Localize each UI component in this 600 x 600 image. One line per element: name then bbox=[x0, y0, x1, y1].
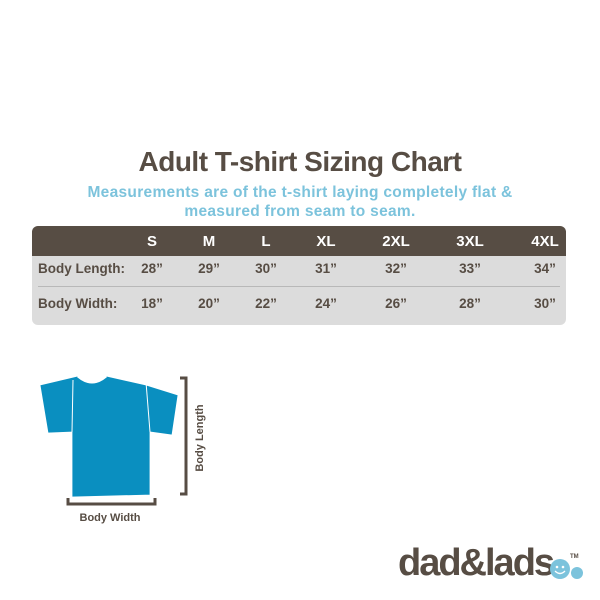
page-title: Adult T-shirt Sizing Chart bbox=[138, 146, 463, 177]
length-bracket bbox=[180, 376, 188, 496]
table-cell: 34” bbox=[534, 261, 556, 276]
row-label: Body Length: bbox=[38, 261, 125, 276]
table-cell: 31” bbox=[315, 261, 337, 276]
row-divider bbox=[38, 286, 560, 287]
table-cell: 24” bbox=[315, 296, 337, 311]
size-table: S M L XL 2XL 3XL 4XL Body Length: 28” 29” 30” 31” 3… bbox=[32, 226, 566, 325]
table-cell: 30” bbox=[534, 296, 556, 311]
table-cell: 30” bbox=[255, 261, 277, 276]
size-header-4xl: 4XL bbox=[531, 233, 559, 250]
row-label: Body Width: bbox=[38, 296, 118, 311]
table-cell: 22” bbox=[255, 296, 277, 311]
size-header-row: S M L XL 2XL 3XL 4XL bbox=[32, 226, 566, 256]
table-cell: 20” bbox=[198, 296, 220, 311]
subtitle: Measurements are of the t-shirt laying c… bbox=[87, 184, 513, 220]
table-cell: 26” bbox=[385, 296, 407, 311]
size-header-2xl: 2XL bbox=[382, 233, 410, 250]
table-cell: 29” bbox=[198, 261, 220, 276]
body-width-label: Body Width bbox=[79, 512, 141, 524]
tshirt-diagram bbox=[39, 374, 188, 506]
width-bracket bbox=[66, 498, 157, 506]
table-cell: 28” bbox=[141, 261, 163, 276]
body-length-label: Body Length bbox=[194, 404, 206, 472]
table-cell: 32” bbox=[385, 261, 407, 276]
size-header-xl: XL bbox=[316, 233, 336, 250]
size-header-m: M bbox=[202, 233, 216, 250]
table-cell: 18” bbox=[141, 296, 163, 311]
trademark: TM bbox=[570, 554, 579, 560]
logo: dad&lads bbox=[398, 542, 555, 584]
smiley-logo-icon bbox=[550, 559, 583, 579]
tshirt-icon bbox=[39, 375, 179, 498]
table-cell: 28” bbox=[459, 296, 481, 311]
size-header-s: S bbox=[146, 233, 158, 250]
size-header-l: L bbox=[261, 233, 271, 250]
size-header-3xl: 3XL bbox=[456, 233, 484, 250]
table-cell: 33” bbox=[459, 261, 481, 276]
